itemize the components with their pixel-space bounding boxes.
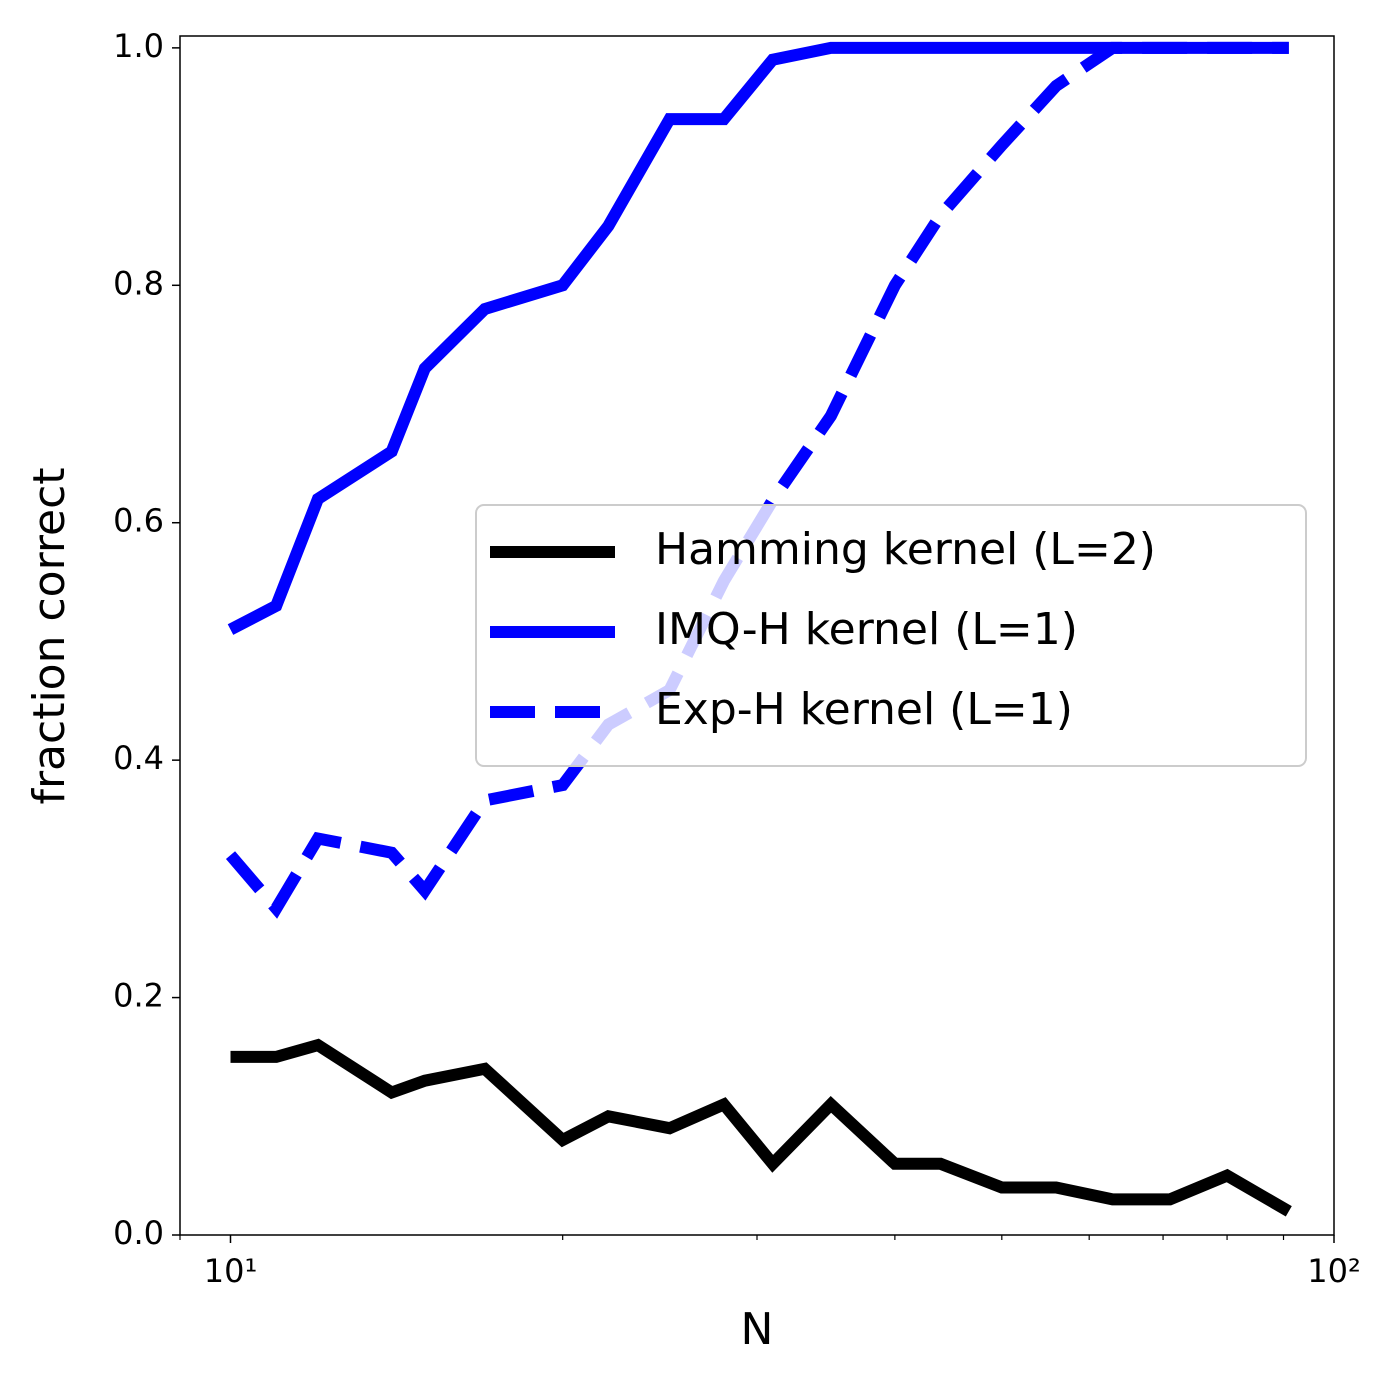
data-line	[230, 1038, 1292, 1217]
legend-label: Exp-H kernel (L=1)	[655, 684, 1073, 735]
legend-label: Hamming kernel (L=2)	[655, 524, 1156, 575]
x-tick-label: 10²	[1307, 1252, 1361, 1290]
y-axis-label: fraction correct	[24, 467, 75, 804]
y-tick-label: 1.0	[113, 27, 164, 65]
y-tick-label: 0.6	[113, 502, 164, 540]
y-tick-label: 0.8	[113, 264, 164, 302]
data-line	[225, 41, 1289, 919]
y-tick-label: 0.2	[113, 977, 164, 1015]
legend: Hamming kernel (L=2) IMQ-H kernel (L=1) Ex…	[475, 504, 1307, 767]
legend-label: IMQ-H kernel (L=1)	[655, 604, 1078, 655]
y-tick-label: 0.4	[113, 739, 164, 777]
legend-box	[475, 504, 1307, 767]
y-tick-label: 0.0	[113, 1214, 164, 1252]
x-tick-label: 10¹	[204, 1252, 258, 1290]
x-axis-label: N	[741, 1304, 774, 1355]
